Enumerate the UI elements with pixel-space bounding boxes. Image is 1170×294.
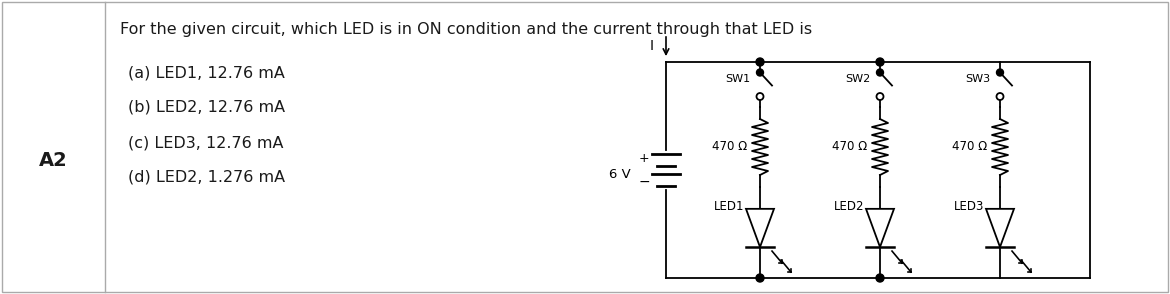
- Circle shape: [997, 69, 1004, 76]
- Text: 470 Ω: 470 Ω: [711, 141, 746, 153]
- Text: −: −: [638, 175, 649, 189]
- Text: 470 Ω: 470 Ω: [951, 141, 987, 153]
- Text: LED1: LED1: [714, 201, 744, 213]
- Circle shape: [876, 274, 885, 282]
- Text: SW1: SW1: [725, 74, 750, 84]
- Circle shape: [756, 58, 764, 66]
- Circle shape: [757, 69, 764, 76]
- Polygon shape: [866, 209, 894, 247]
- Circle shape: [876, 58, 885, 66]
- Text: For the given circuit, which LED is in ON condition and the current through that: For the given circuit, which LED is in O…: [121, 22, 812, 37]
- Text: LED3: LED3: [954, 201, 984, 213]
- Circle shape: [876, 93, 883, 100]
- Text: 470 Ω: 470 Ω: [832, 141, 867, 153]
- Circle shape: [756, 274, 764, 282]
- Text: (c) LED3, 12.76 mA: (c) LED3, 12.76 mA: [128, 135, 283, 150]
- Circle shape: [997, 93, 1004, 100]
- Text: I: I: [651, 39, 654, 53]
- Polygon shape: [746, 209, 775, 247]
- Text: SW2: SW2: [845, 74, 870, 84]
- Circle shape: [876, 69, 883, 76]
- Polygon shape: [986, 209, 1014, 247]
- Text: (a) LED1, 12.76 mA: (a) LED1, 12.76 mA: [128, 65, 284, 80]
- Text: SW3: SW3: [965, 74, 990, 84]
- Text: 6 V: 6 V: [610, 168, 631, 181]
- Text: A2: A2: [39, 151, 68, 170]
- Text: LED2: LED2: [833, 201, 863, 213]
- Text: (d) LED2, 1.276 mA: (d) LED2, 1.276 mA: [128, 170, 285, 185]
- Text: +: +: [639, 151, 649, 165]
- Circle shape: [757, 93, 764, 100]
- Text: (b) LED2, 12.76 mA: (b) LED2, 12.76 mA: [128, 100, 285, 115]
